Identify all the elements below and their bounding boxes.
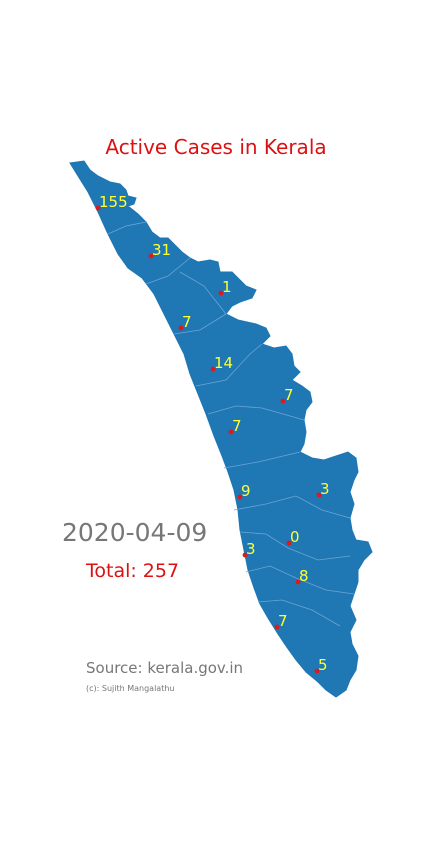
marker-kozhikode bbox=[178, 325, 184, 331]
marker-idukki bbox=[316, 492, 322, 498]
district-border bbox=[145, 257, 191, 285]
credit-note: (c): Sujith Mangalathu bbox=[86, 684, 175, 693]
marker-thrissur bbox=[228, 429, 234, 435]
marker-kottayam bbox=[286, 540, 292, 546]
case-count-malappuram: 14 bbox=[214, 354, 233, 372]
district-border bbox=[257, 599, 341, 627]
case-count-kollam: 7 bbox=[278, 612, 288, 630]
district-border bbox=[173, 313, 227, 335]
marker-ernakulam bbox=[237, 494, 243, 500]
case-count-ernakulam: 9 bbox=[241, 482, 251, 500]
district-border bbox=[195, 343, 263, 387]
district-border bbox=[107, 221, 147, 235]
district-case-labels: 155 31 1 7 14 7 7 9 3 0 3 8 7 5 bbox=[99, 193, 330, 674]
source-note: Source: kerala.gov.in bbox=[86, 659, 244, 677]
case-count-pathanamthitta: 8 bbox=[299, 567, 309, 585]
district-border bbox=[207, 405, 305, 421]
district-border bbox=[223, 451, 301, 469]
total-value: 257 bbox=[142, 560, 180, 582]
case-count-thiruvananthapuram: 5 bbox=[318, 656, 328, 674]
case-count-kannur: 31 bbox=[152, 241, 171, 259]
marker-thiruvananthapuram bbox=[314, 668, 320, 674]
district-border bbox=[239, 531, 351, 561]
district-border bbox=[233, 495, 351, 519]
marker-wayanad bbox=[218, 290, 224, 296]
marker-kollam bbox=[274, 624, 280, 630]
case-count-idukki: 3 bbox=[320, 480, 330, 498]
case-count-kottayam: 0 bbox=[290, 528, 300, 546]
case-count-wayanad: 1 bbox=[222, 278, 232, 296]
case-count-palakkad: 7 bbox=[284, 386, 294, 404]
total-label: Total: bbox=[86, 560, 137, 582]
date-label: 2020-04-09 bbox=[62, 518, 208, 547]
marker-kasaragod bbox=[95, 205, 101, 211]
case-count-kasaragod: 155 bbox=[99, 193, 128, 211]
district-border bbox=[179, 271, 227, 315]
case-count-kozhikode: 7 bbox=[182, 313, 192, 331]
case-count-thrissur: 7 bbox=[232, 417, 242, 435]
case-count-alappuzha: 3 bbox=[246, 540, 256, 558]
marker-malappuram bbox=[210, 366, 216, 372]
map-title: Active Cases in Kerala bbox=[105, 135, 327, 159]
marker-kannur bbox=[148, 253, 154, 259]
district-borders bbox=[107, 221, 355, 627]
district-border bbox=[245, 565, 355, 595]
marker-alappuzha bbox=[242, 552, 248, 558]
total-cases: Total: 257 bbox=[86, 560, 185, 582]
marker-palakkad bbox=[280, 398, 286, 404]
marker-pathanamthitta bbox=[295, 579, 301, 585]
kerala-state-outline bbox=[69, 160, 373, 698]
district-markers bbox=[95, 205, 322, 674]
